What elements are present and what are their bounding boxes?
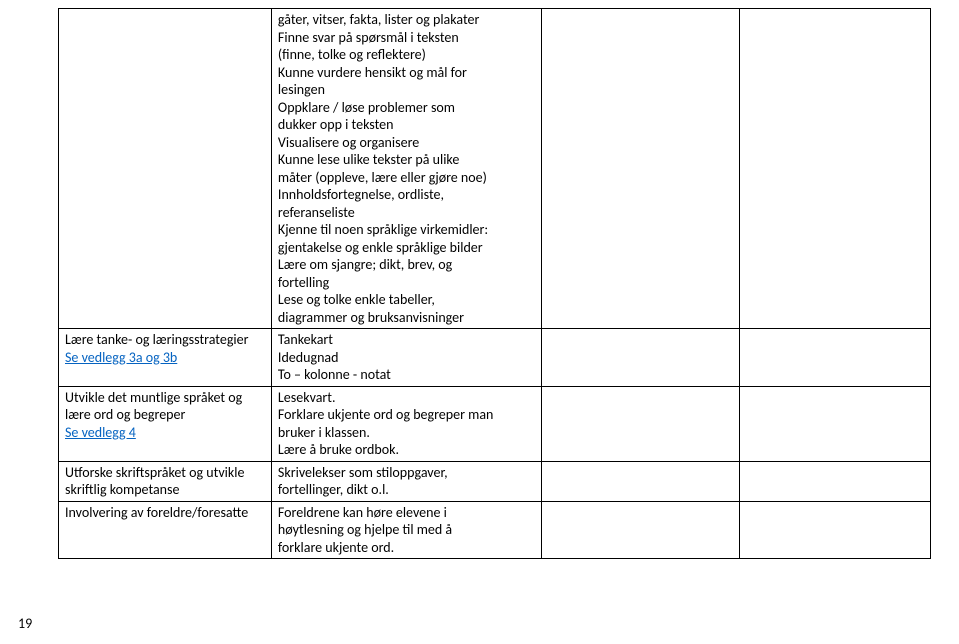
cell-r4c1: Involvering av foreldre/foresatte (59, 501, 272, 559)
text-line: (finne, tolke og reflektere) (278, 46, 535, 64)
cell-r2c4 (740, 386, 931, 461)
content-table: gåter, vitser, fakta, lister og plakater… (58, 8, 931, 559)
cell-r0c1 (59, 9, 272, 329)
text-line: lesingen (278, 81, 535, 99)
text-line: To – kolonne - notat (278, 366, 535, 384)
text-line: gjentakelse og enkle språklige bilder (278, 239, 535, 257)
page: gåter, vitser, fakta, lister og plakater… (0, 0, 959, 644)
text-line: bruker i klassen. (278, 424, 535, 442)
text-line: måter (oppleve, lære eller gjøre noe) (278, 169, 535, 187)
cell-r3c1: Utforske skriftspråket og utvikle skrift… (59, 461, 272, 501)
text-line: Idedugnad (278, 349, 535, 367)
text-line: Utvikle det muntlige språket og (65, 389, 265, 407)
cell-r1c1: Lære tanke- og læringsstrategier Se vedl… (59, 329, 272, 387)
page-number: 19 (18, 615, 32, 632)
cell-r4c2: Foreldrene kan høre elevene i høytlesnin… (271, 501, 541, 559)
cell-r2c1: Utvikle det muntlige språket og lære ord… (59, 386, 272, 461)
text-line: Kjenne til noen språklige virkemidler: (278, 221, 535, 239)
link-vedlegg-4[interactable]: Se vedlegg 4 (65, 424, 265, 442)
text-line: lære ord og begreper (65, 406, 265, 424)
cell-r1c4 (740, 329, 931, 387)
text-line: Lesekvart. (278, 389, 535, 407)
text-line: gåter, vitser, fakta, lister og plakater (278, 11, 535, 29)
text-line: fortelling (278, 274, 535, 292)
cell-r0c3 (541, 9, 740, 329)
text-line: Skrivelekser som stiloppgaver, (278, 464, 535, 482)
text-line: skriftlig kompetanse (65, 481, 265, 499)
text-line: Lære tanke- og læringsstrategier (65, 331, 265, 349)
text-line: Tankekart (278, 331, 535, 349)
table-row: Utvikle det muntlige språket og lære ord… (59, 386, 931, 461)
table-row: Involvering av foreldre/foresatte Foreld… (59, 501, 931, 559)
text-line: høytlesning og hjelpe til med å (278, 521, 535, 539)
text-line: fortellinger, dikt o.l. (278, 481, 535, 499)
text-line: Lære om sjangre; dikt, brev, og (278, 256, 535, 274)
cell-r3c4 (740, 461, 931, 501)
text-line: Visualisere og organisere (278, 134, 535, 152)
table-row: Utforske skriftspråket og utvikle skrift… (59, 461, 931, 501)
cell-r2c2: Lesekvart. Forklare ukjente ord og begre… (271, 386, 541, 461)
text-line: dukker opp i teksten (278, 116, 535, 134)
table-row: Lære tanke- og læringsstrategier Se vedl… (59, 329, 931, 387)
cell-r3c3 (541, 461, 740, 501)
text-line: Kunne lese ulike tekster på ulike (278, 151, 535, 169)
cell-r2c3 (541, 386, 740, 461)
link-vedlegg-3a-3b[interactable]: Se vedlegg 3a og 3b (65, 349, 265, 367)
text-line: referanseliste (278, 204, 535, 222)
text-line: Forklare ukjente ord og begreper man (278, 406, 535, 424)
cell-r1c2: Tankekart Idedugnad To – kolonne - notat (271, 329, 541, 387)
text-line: Innholdsfortegnelse, ordliste, (278, 186, 535, 204)
cell-r3c2: Skrivelekser som stiloppgaver, fortellin… (271, 461, 541, 501)
text-line: Finne svar på spørsmål i teksten (278, 29, 535, 47)
text-line: Lese og tolke enkle tabeller, (278, 291, 535, 309)
text-line: Oppklare / løse problemer som (278, 99, 535, 117)
text-line: Utforske skriftspråket og utvikle (65, 464, 265, 482)
cell-r4c4 (740, 501, 931, 559)
text-line: diagrammer og bruksanvisninger (278, 309, 535, 327)
table-row: gåter, vitser, fakta, lister og plakater… (59, 9, 931, 329)
cell-r4c3 (541, 501, 740, 559)
text-line: Lære å bruke ordbok. (278, 441, 535, 459)
text-line: Foreldrene kan høre elevene i (278, 504, 535, 522)
text-line: forklare ukjente ord. (278, 539, 535, 557)
text-line: Kunne vurdere hensikt og mål for (278, 64, 535, 82)
cell-r1c3 (541, 329, 740, 387)
cell-r0c4 (740, 9, 931, 329)
cell-r0c2: gåter, vitser, fakta, lister og plakater… (271, 9, 541, 329)
text-line: Involvering av foreldre/foresatte (65, 504, 265, 522)
